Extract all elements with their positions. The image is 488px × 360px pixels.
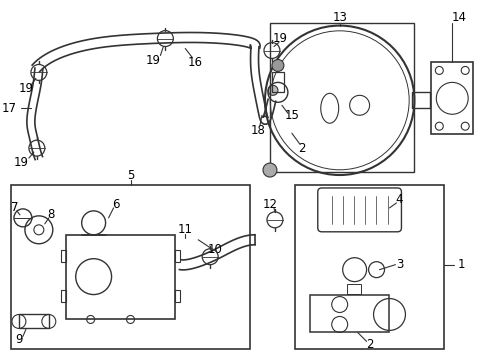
Text: 16: 16 (187, 56, 203, 69)
Circle shape (267, 85, 277, 95)
Text: 13: 13 (331, 11, 346, 24)
Bar (411, 92, 429, 108)
Text: 19: 19 (13, 156, 28, 168)
Text: 7: 7 (11, 201, 19, 215)
Text: 19: 19 (19, 82, 33, 95)
Bar (61, 250, 65, 262)
Bar (19, 315, 49, 328)
Bar (271, 72, 284, 92)
Text: 3: 3 (395, 258, 402, 271)
Text: 4: 4 (395, 193, 403, 206)
Text: 19: 19 (272, 32, 287, 45)
Text: 17: 17 (1, 102, 17, 115)
Bar (346, 284, 360, 293)
Text: 8: 8 (47, 208, 54, 221)
Bar (430, 62, 472, 134)
Text: 19: 19 (145, 54, 161, 67)
Bar (175, 289, 180, 302)
Bar (65, 235, 175, 319)
Text: 2: 2 (365, 338, 372, 351)
Circle shape (263, 163, 276, 177)
Text: 11: 11 (178, 223, 192, 236)
Text: 15: 15 (284, 109, 299, 122)
Text: 18: 18 (250, 124, 265, 137)
Text: 5: 5 (126, 168, 134, 181)
Circle shape (271, 59, 284, 71)
Bar (309, 294, 389, 332)
Text: 10: 10 (207, 243, 222, 256)
Bar (175, 250, 180, 262)
Bar (269, 23, 413, 172)
Text: 1: 1 (457, 258, 464, 271)
Bar (61, 289, 65, 302)
Text: 9: 9 (15, 333, 22, 346)
Bar (294, 185, 444, 349)
Text: 6: 6 (112, 198, 119, 211)
Text: 2: 2 (298, 141, 305, 155)
Bar (11, 185, 249, 349)
Text: 12: 12 (262, 198, 277, 211)
Text: 14: 14 (451, 11, 466, 24)
